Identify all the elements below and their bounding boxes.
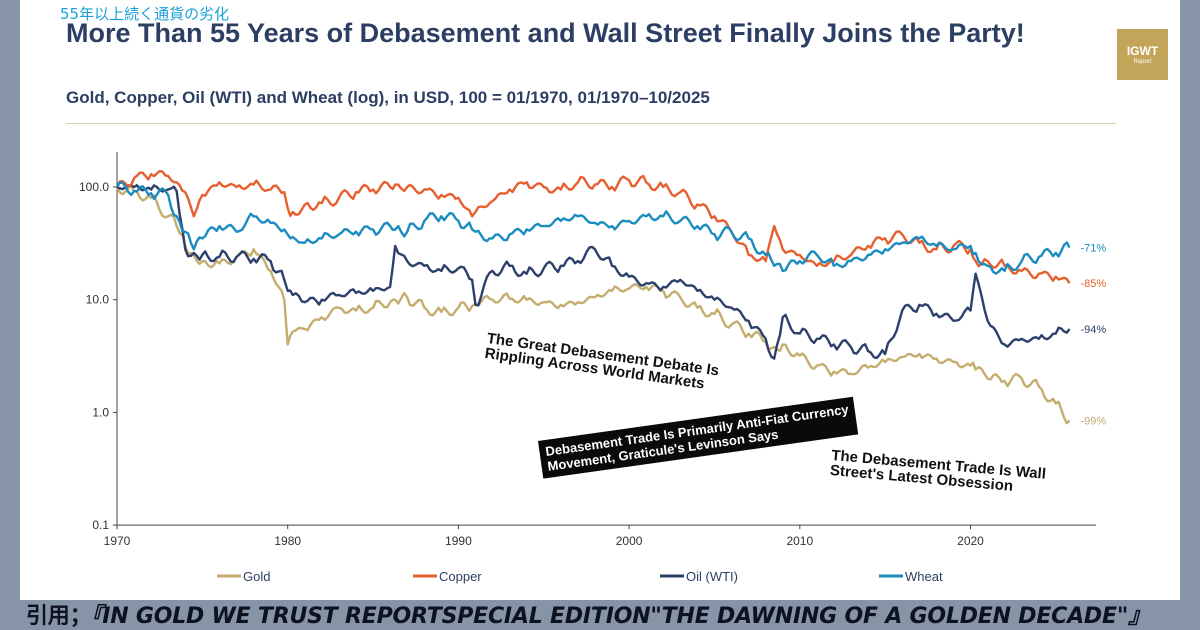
- series-line-wheat: [115, 181, 1071, 275]
- igwt-logo: IGWT Report: [1117, 29, 1168, 80]
- series-line-copper: [115, 170, 1071, 284]
- x-tick-label: 1990: [445, 534, 472, 548]
- chart-subtitle: Gold, Copper, Oil (WTI) and Wheat (log),…: [66, 88, 710, 107]
- chart-card: [20, 0, 1180, 600]
- series-line-gold: [115, 184, 1071, 425]
- japanese-title: 55年以上続く通貨の劣化: [60, 5, 230, 23]
- end-label-wheat: -71%: [1081, 243, 1107, 255]
- axes: 0.1 1.0 10.0 100.0 1970 1980 1990 2000 2010 2020: [79, 152, 1096, 548]
- y-tick-label: 1.0: [92, 405, 109, 419]
- x-tick-label: 1970: [104, 534, 131, 548]
- x-tick-label: 2000: [616, 534, 643, 548]
- citation-text: 『IN GOLD WE TRUST REPORTSPECIAL EDITION"…: [91, 604, 1150, 629]
- end-label-copper: -85%: [1081, 278, 1107, 290]
- legend-label: Copper: [439, 569, 482, 584]
- y-tick-label: 10.0: [86, 293, 110, 307]
- title-divider: [66, 123, 1116, 124]
- citation-footer: 引用；『IN GOLD WE TRUST REPORTSPECIAL EDITI…: [26, 598, 1150, 630]
- end-label-oil-wti: -94%: [1081, 324, 1107, 336]
- legend-label: Gold: [243, 569, 270, 584]
- end-labels: -99% -85% -94% -71%: [1081, 243, 1107, 428]
- legend: Gold Copper Oil (WTI) Wheat: [217, 569, 943, 584]
- logo-subtext: Report: [1133, 59, 1152, 65]
- legend-label: Oil (WTI): [686, 569, 738, 584]
- series-line-oil-wti: [116, 184, 1071, 360]
- y-tick-label: 100.0: [79, 180, 109, 194]
- logo-text: IGWT: [1126, 44, 1159, 58]
- citation-prefix: 引用；: [26, 604, 92, 629]
- series-lines: [115, 170, 1071, 425]
- x-tick-label: 2010: [786, 534, 813, 548]
- end-label-gold: -99%: [1081, 415, 1107, 427]
- y-tick-label: 0.1: [92, 518, 109, 532]
- x-tick-label: 1980: [274, 534, 301, 548]
- legend-label: Wheat: [905, 569, 943, 584]
- x-tick-label: 2020: [957, 534, 984, 548]
- chart-title: More Than 55 Years of Debasement and Wal…: [66, 18, 1025, 48]
